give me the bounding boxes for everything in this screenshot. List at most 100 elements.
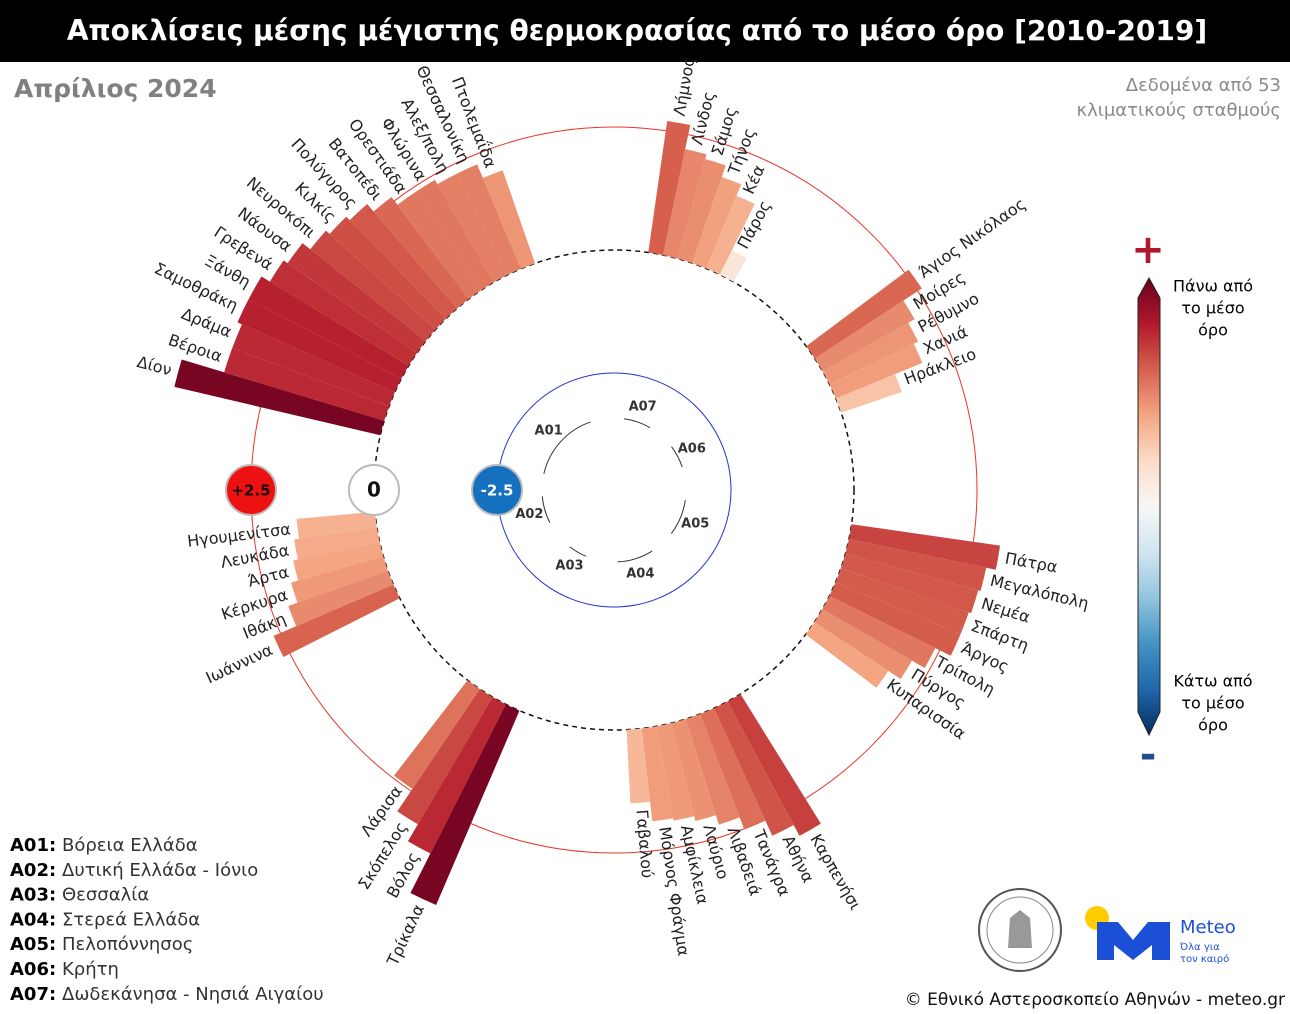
bar: [294, 526, 380, 560]
bar: [269, 260, 417, 366]
station-label: Ιωάννινα: [203, 640, 276, 687]
bar: [248, 276, 409, 379]
noa-logo: [978, 888, 1062, 972]
legend-code: A05:: [10, 934, 56, 955]
bar: [663, 149, 707, 259]
bar: [626, 728, 651, 804]
bar: [829, 582, 961, 656]
legend-code: A03:: [10, 885, 56, 906]
station-label: Άγιος Νικόλαος: [915, 194, 1029, 282]
ring-badge: [348, 464, 400, 516]
bar: [692, 177, 742, 269]
legend-name: Θεσσαλία: [62, 885, 149, 906]
colorbar-low-sign: -: [1140, 732, 1157, 778]
meteo-logo: [1085, 906, 1170, 960]
chart-title: Αποκλίσεις μέσης μέγιστης θερμοκρασίας α…: [67, 14, 1207, 47]
bar: [397, 688, 493, 825]
note: κλιματικούς σταθμούς: [1077, 100, 1282, 121]
bar: [482, 170, 536, 269]
ring-label: 0: [367, 478, 381, 502]
colorbar-label: όρο: [1198, 321, 1228, 340]
bar: [835, 374, 902, 413]
footer: © Εθνικό Αστεροσκοπείο Αθηνών - meteo.gr: [905, 990, 1285, 1010]
colorbar: [1137, 276, 1161, 737]
station-label: Τρίκαλα: [383, 901, 428, 969]
group-arc: [623, 418, 651, 429]
group-code: A06: [678, 441, 706, 456]
colorbar-label: Πάνω από: [1173, 277, 1253, 296]
bar: [232, 324, 395, 407]
bar: [456, 164, 521, 276]
legend-name: Δωδεκάνησα - Νησιά Αιγαίου: [62, 984, 324, 1005]
bar: [822, 322, 919, 385]
bar: [394, 680, 480, 789]
bar: [291, 556, 388, 603]
group-code: A07: [629, 399, 657, 414]
bar: [407, 697, 506, 854]
group-arc: [541, 496, 551, 523]
bar: [805, 622, 889, 688]
bar: [656, 723, 695, 821]
legend-code: A07:: [10, 984, 56, 1005]
bar: [829, 343, 923, 399]
bar: [437, 173, 508, 283]
group-arc: [670, 499, 686, 534]
legend-name: Βόρεια Ελλάδα: [62, 835, 198, 856]
bar: [648, 120, 691, 256]
bar: [806, 269, 922, 359]
group-arc: [569, 546, 587, 557]
ring-label: -2.5: [481, 482, 514, 500]
station-label: Δίον: [135, 352, 174, 379]
colorbar-label: Κάτω από: [1173, 672, 1252, 691]
colorbar-label: το μέσο: [1181, 299, 1244, 318]
logo-name: Meteo: [1180, 917, 1236, 938]
group-arc: [671, 446, 683, 468]
bar: [677, 159, 726, 264]
station-label: Πάτρα: [1004, 549, 1059, 577]
bar: [373, 196, 469, 309]
bar: [685, 714, 740, 825]
bar: [415, 179, 494, 291]
group-code: A03: [555, 558, 583, 573]
legend-code: A02:: [10, 860, 56, 881]
bar: [293, 541, 384, 581]
bar: [349, 204, 458, 319]
bar: [287, 243, 426, 354]
bar: [273, 584, 400, 657]
ring-badge: [225, 464, 277, 516]
legend-code: A01:: [10, 835, 56, 856]
bar: [329, 216, 447, 330]
bar: [840, 553, 979, 613]
bar: [713, 701, 794, 836]
group-arc: [617, 550, 653, 563]
group-code: A02: [515, 507, 543, 522]
bar: [848, 524, 1001, 570]
ring-label: +2.5: [231, 482, 270, 500]
group-code: A04: [626, 566, 654, 581]
legend-name: Πελοπόννησος: [62, 934, 193, 955]
title-bar: [0, 0, 1290, 62]
legend-name: Στερεά Ελλάδα: [62, 909, 200, 930]
ring-badge: [471, 464, 523, 516]
legend-name: Κρήτη: [62, 959, 119, 980]
bar: [224, 348, 390, 421]
legend-code: A06:: [10, 959, 56, 980]
bar: [288, 570, 394, 627]
bar: [296, 511, 377, 539]
bar: [310, 230, 436, 341]
bar: [814, 300, 915, 372]
ring: [373, 249, 855, 731]
group-arc: [543, 421, 591, 474]
station-label: Λήμνος: [670, 56, 699, 118]
colorbar-label: το μέσο: [1181, 694, 1244, 713]
bar: [237, 299, 402, 393]
bar: [174, 359, 385, 436]
group-code: A05: [681, 516, 709, 531]
bar: [641, 726, 674, 822]
bar: [671, 719, 716, 822]
colorbar-high-sign: +: [1131, 227, 1165, 273]
bar: [397, 191, 482, 299]
ring: [496, 372, 732, 608]
legend-name: Δυτική Ελλάδα - Ιόνιο: [62, 860, 258, 881]
